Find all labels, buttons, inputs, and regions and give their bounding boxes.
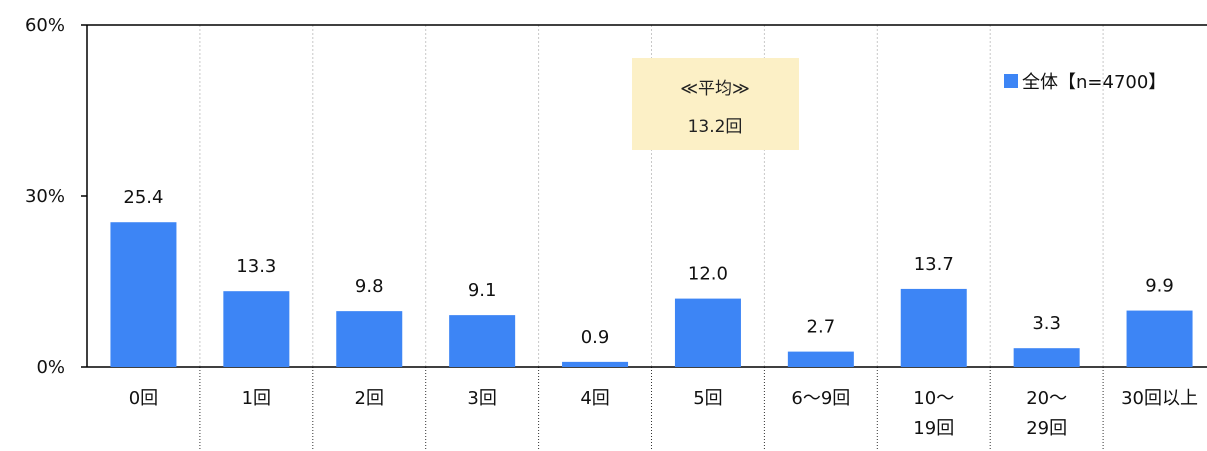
bar	[1126, 310, 1193, 367]
data-label: 3.3	[1032, 313, 1061, 334]
y-tick-label: 60%	[25, 15, 65, 36]
data-label: 12.0	[688, 264, 728, 285]
legend-label: 全体【n=4700】	[1022, 72, 1166, 93]
bar	[449, 315, 516, 367]
data-label: 9.8	[355, 276, 384, 297]
y-tick-label: 30%	[25, 186, 65, 207]
category-label: 20〜 29回	[1026, 388, 1067, 439]
tick-labels: 0% 30% 60% 0回 1回 2回 3回 4回 5回 6〜9回 10〜 19回 20〜 29回 30回以…	[25, 15, 1198, 439]
category-label: 30回以上	[1121, 388, 1198, 409]
category-label: 5回	[693, 388, 722, 409]
bar	[900, 288, 967, 367]
data-label: 0.9	[581, 327, 610, 348]
average-annotation-box	[632, 58, 799, 150]
data-label: 13.7	[914, 254, 954, 275]
average-annotation-title: ≪平均≫	[680, 79, 750, 99]
category-label: 6〜9回	[791, 388, 850, 409]
average-annotation-value: 13.2回	[688, 117, 743, 137]
data-label: 13.3	[236, 256, 276, 277]
bar	[336, 311, 403, 367]
category-label: 4回	[580, 388, 609, 409]
category-label: 0回	[129, 388, 158, 409]
y-tick-label: 0%	[36, 357, 65, 378]
data-labels: 25.4 13.3 9.8 9.1 0.9 12.0 2.7 13.7 3.3 9.9	[123, 187, 1173, 348]
legend-swatch	[1004, 74, 1018, 88]
data-label: 2.7	[807, 317, 836, 338]
data-label: 9.1	[468, 280, 497, 301]
bars	[110, 222, 1193, 367]
data-label: 9.9	[1145, 276, 1174, 297]
bar	[562, 361, 629, 367]
bar	[674, 298, 741, 367]
category-label: 10〜 19回	[913, 388, 954, 439]
data-label: 25.4	[123, 187, 163, 208]
category-label: 1回	[242, 388, 271, 409]
average-annotation: ≪平均≫ 13.2回	[632, 58, 799, 150]
bar	[223, 291, 290, 367]
category-label: 3回	[467, 388, 496, 409]
bar	[787, 351, 854, 367]
bar	[1013, 348, 1080, 367]
bar	[110, 222, 177, 367]
category-label: 2回	[355, 388, 384, 409]
legend: 全体【n=4700】	[1004, 72, 1166, 93]
